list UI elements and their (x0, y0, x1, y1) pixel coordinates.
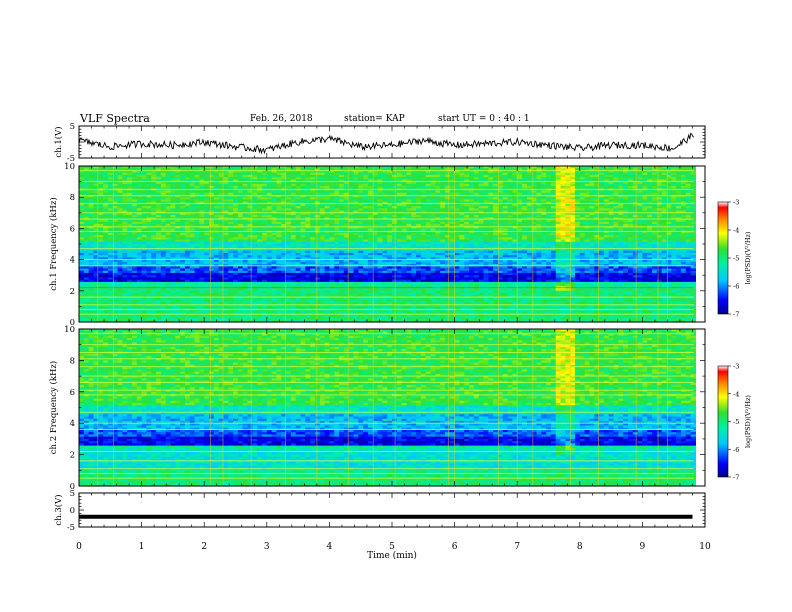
y-tick-label: 2 (70, 287, 75, 297)
ch2-spectrogram (79, 329, 696, 487)
colorbar-label: log(PSD)(V²/Hz) (744, 231, 752, 284)
y-axis-label: ch.1 Frequency (kHz) (48, 197, 59, 290)
x-tick-label: 3 (264, 542, 270, 552)
x-tick-label: 10 (699, 542, 711, 552)
colorbar-tick-label: -6 (733, 446, 739, 454)
x-tick-label: 7 (514, 542, 520, 552)
colorbar-tick-label: -5 (733, 255, 739, 263)
colorbar-label: log(PSD)(V²/Hz) (744, 395, 752, 448)
colorbar-tick-label: -5 (733, 418, 739, 426)
x-axis-label: Time (min) (367, 550, 417, 561)
y-tick-label: 10 (64, 162, 75, 172)
x-tick-label: 0 (76, 542, 82, 552)
y-axis-label: ch.3(V) (53, 494, 64, 525)
colorbar (717, 201, 729, 315)
x-tick-label: 2 (201, 542, 207, 552)
y-tick-label: 8 (70, 356, 75, 366)
colorbar-tick-label: -3 (733, 363, 739, 371)
x-tick-label: 4 (327, 542, 333, 552)
y-tick-label: 10 (64, 325, 75, 335)
colorbar-tick-label: -4 (733, 390, 739, 398)
x-tick-label: 5 (389, 542, 395, 552)
colorbar-tick-label: -3 (733, 199, 739, 207)
x-tick-label: 6 (452, 542, 458, 552)
y-tick-label: 5 (70, 489, 75, 499)
chart-title: VLF Spectra (80, 112, 150, 125)
ch1-spectrogram (79, 166, 696, 323)
y-axis-label: ch.1(V) (53, 126, 64, 157)
y-tick-label: 2 (70, 451, 75, 461)
colorbar (717, 365, 729, 478)
y-tick-label: 4 (70, 419, 75, 429)
x-tick-label: 8 (577, 542, 583, 552)
x-tick-label: 9 (640, 542, 646, 552)
y-tick-label: 4 (70, 256, 75, 266)
chart-start-time: start UT = 0 : 40 : 1 (438, 114, 530, 124)
y-axis-label: ch.2 Frequency (kHz) (48, 361, 59, 454)
colorbar-tick-label: -4 (733, 227, 739, 235)
panel-frame (78, 492, 706, 528)
colorbar-tick-label: -7 (733, 311, 739, 319)
y-tick-label: 0 (70, 482, 75, 492)
ch1-waveform (78, 132, 695, 155)
y-tick-label: 0 (70, 506, 75, 516)
chart-station: station= KAP (344, 114, 405, 124)
y-tick-label: 0 (70, 318, 75, 328)
y-tick-label: 6 (70, 224, 75, 234)
y-tick-label: 8 (70, 193, 75, 203)
chart-date: Feb. 26, 2018 (250, 114, 313, 124)
y-tick-label: -5 (67, 523, 75, 533)
colorbar-tick-label: -6 (733, 283, 739, 291)
y-tick-label: 6 (70, 388, 75, 398)
y-tick-label: 5 (70, 122, 75, 132)
y-tick-label: -5 (67, 154, 75, 164)
x-tick-label: 1 (139, 542, 145, 552)
colorbar-tick-label: -7 (733, 474, 739, 482)
